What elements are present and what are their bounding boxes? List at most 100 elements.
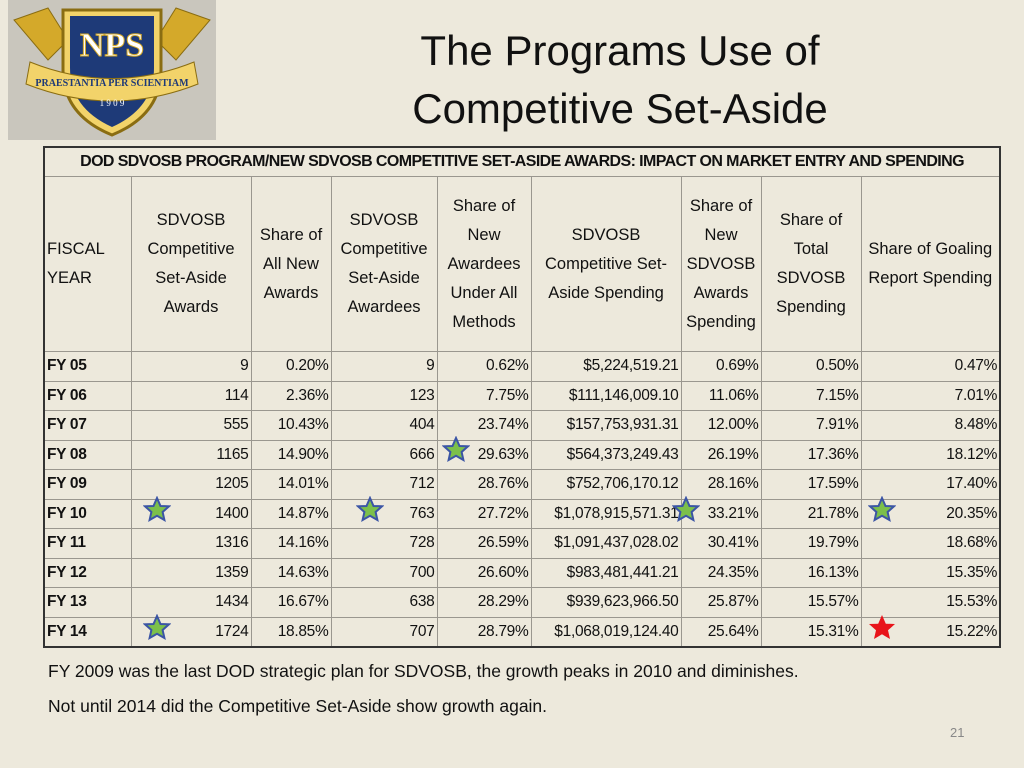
table-cell: 7.01% (860, 380, 1001, 411)
table-cell: 8.48% (860, 410, 1001, 441)
table-row: FY 10 1400 14.87% 763 27.72% $1,078,915,571.3… (43, 498, 1001, 529)
table-cell: 9 (130, 351, 252, 382)
logo-acronym: NPS (80, 27, 144, 64)
note: Not until 2014 did the Competitive Set-A… (48, 696, 548, 716)
note: FY 2009 was the last DOD strategic plan … (48, 661, 799, 681)
table-cell: 712 (330, 469, 438, 500)
column-header: Share of New Awardees Under All Methods (436, 176, 532, 352)
table-cell: $111,146,009.10 (530, 380, 682, 411)
table-cell: 26.59% (436, 528, 532, 559)
table-cell: 0.20% (250, 351, 332, 382)
table-cell: 17.36% (760, 439, 862, 470)
table-cell: 16.13% (760, 557, 862, 588)
table-cell: 0.47% (860, 351, 1001, 382)
table-row: FY 14 1724 18.85% 707 28.79% $1,068,019,124.4… (43, 616, 1001, 648)
table-cell: 700 (330, 557, 438, 588)
table-cell: 7.91% (760, 410, 862, 441)
table-cell: 17.40% (860, 469, 1001, 500)
table-cell: $1,078,915,571.31 (530, 498, 682, 529)
column-header: Share of New SDVOSB Awards Spending (680, 176, 762, 352)
table-cell: 15.31% (760, 616, 862, 648)
table-cell: 404 (330, 410, 438, 441)
column-header: Share of Total SDVOSB Spending (760, 176, 862, 352)
table-row: FY 07 555 10.43% 404 23.74% $157,753,931.31 12… (43, 410, 1001, 441)
row-header: FY 10 (43, 498, 132, 529)
star-icon (356, 496, 384, 522)
logo-year: 1 9 0 9 (100, 98, 125, 108)
row-header: FY 09 (43, 469, 132, 500)
table-cell: 14.63% (250, 557, 332, 588)
table-row: FY 06 114 2.36% 123 7.75% $111,146,009.10 11.0… (43, 380, 1001, 411)
table-cell: 14.16% (250, 528, 332, 559)
row-header: FY 13 (43, 587, 132, 618)
table-cell: 14.87% (250, 498, 332, 529)
row-header: FY 07 (43, 410, 132, 441)
logo-graphic: NPS PRAESTANTIA PER SCIENTIAM 1 9 0 9 (13, 7, 211, 137)
row-header: FY 08 (43, 439, 132, 470)
table-cell: 763 (330, 498, 438, 529)
row-header: FY 14 (43, 616, 132, 648)
table-row: FY 12 1359 14.63% 700 26.60% $983,481,441.21 2… (43, 557, 1001, 588)
star-icon (442, 436, 470, 462)
column-header: Share of All New Awards (250, 176, 332, 352)
table-cell: 728 (330, 528, 438, 559)
table-title: DOD SDVOSB PROGRAM/NEW SDVOSB COMPETITIV… (43, 146, 1001, 177)
table-cell: $939,623,966.50 (530, 587, 682, 618)
table-cell: 28.76% (436, 469, 532, 500)
table-cell: 14.01% (250, 469, 332, 500)
page-number: 21 (950, 725, 965, 740)
table-row: FY 08 1165 14.90% 666 29.63% $564,373,249.43 2… (43, 439, 1001, 470)
slide-title: The Programs Use of Competitive Set-Asid… (412, 27, 828, 132)
column-header: FISCAL YEAR (43, 176, 132, 352)
table-cell: 7.15% (760, 380, 862, 411)
column-header: Share of Goaling Report Spending (860, 176, 1001, 352)
table-cell: 14.90% (250, 439, 332, 470)
table-cell: 27.72% (436, 498, 532, 529)
table-cell: 18.85% (250, 616, 332, 648)
column-header: SDVOSB Competitive Set-Aside Awardees (330, 176, 438, 352)
star-icon (868, 496, 896, 522)
table-cell: 23.74% (436, 410, 532, 441)
table-row: FY 05 9 0.20% 9 0.62% $5,224,519.21 0.69% 0.50%… (43, 351, 1001, 382)
table-cell: 114 (130, 380, 252, 411)
table-cell: 17.59% (760, 469, 862, 500)
column-header: SDVOSB Competitive Set-Aside Awards (130, 176, 252, 352)
table-cell: 0.50% (760, 351, 862, 382)
row-header: FY 06 (43, 380, 132, 411)
table-cell: 0.62% (436, 351, 532, 382)
table-cell: $752,706,170.12 (530, 469, 682, 500)
table-cell: 19.79% (760, 528, 862, 559)
column-header: SDVOSB Competitive Set-Aside Spending (530, 176, 682, 352)
star-icon (672, 496, 700, 522)
table-cell: 11.06% (680, 380, 762, 411)
table-row: FY 09 1205 14.01% 712 28.76% $752,706,170.12 2… (43, 469, 1001, 500)
table-cell: 1359 (130, 557, 252, 588)
table-row: FY 11 1316 14.16% 728 26.59% $1,091,437,028.0… (43, 528, 1001, 559)
table-cell: 707 (330, 616, 438, 648)
table-cell: 638 (330, 587, 438, 618)
table-cell: 28.79% (436, 616, 532, 648)
table-cell: 15.57% (760, 587, 862, 618)
table-cell: $1,068,019,124.40 (530, 616, 682, 648)
table-cell: 28.29% (436, 587, 532, 618)
logo: NPS PRAESTANTIA PER SCIENTIAM 1 9 0 9 (8, 0, 216, 140)
data-table: DOD SDVOSB PROGRAM/NEW SDVOSB COMPETITIV… (43, 146, 1002, 648)
table-row: FY 13 1434 16.67% 638 28.29% $939,623,966.50 2… (43, 587, 1001, 618)
table-cell: 21.78% (760, 498, 862, 529)
table-cell: 18.12% (860, 439, 1001, 470)
table-cell: 1205 (130, 469, 252, 500)
row-header: FY 12 (43, 557, 132, 588)
table-cell: 25.87% (680, 587, 762, 618)
star-icon-red (869, 615, 895, 639)
table-cell: 15.35% (860, 557, 1001, 588)
table-cell: 16.67% (250, 587, 332, 618)
table-cell: 33.21% (680, 498, 762, 529)
table-cell: 10.43% (250, 410, 332, 441)
table-cell: 18.68% (860, 528, 1001, 559)
table-cell: 30.41% (680, 528, 762, 559)
table-cell: $157,753,931.31 (530, 410, 682, 441)
table-cell: 24.35% (680, 557, 762, 588)
table-cell: 1316 (130, 528, 252, 559)
table-cell: 1165 (130, 439, 252, 470)
